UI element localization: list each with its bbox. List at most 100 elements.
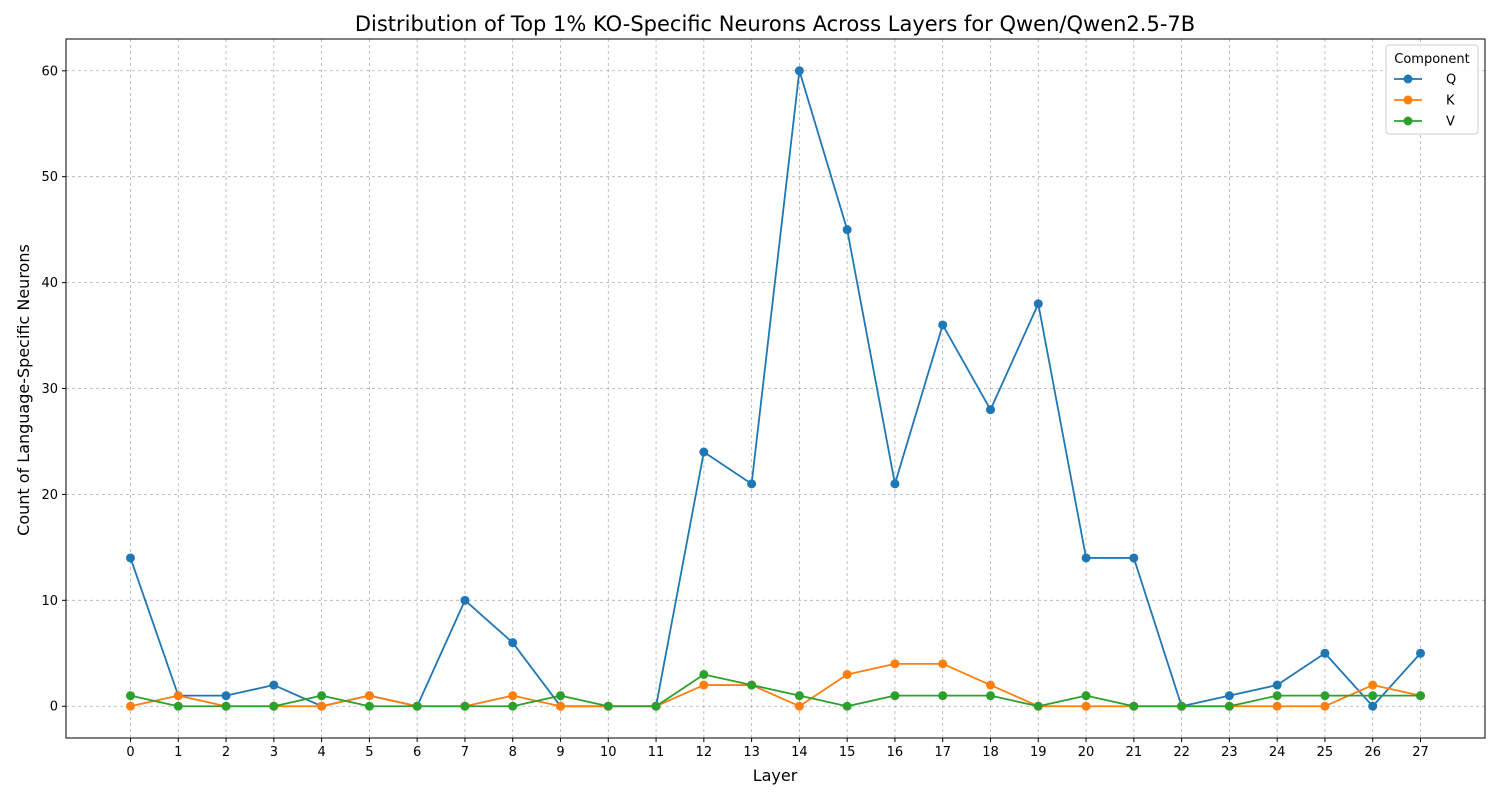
data-point-v	[651, 701, 661, 711]
data-point-k	[938, 659, 948, 669]
data-point-v	[1177, 701, 1187, 711]
data-point-k	[1272, 701, 1282, 711]
x-tick-label: 5	[365, 745, 373, 760]
x-tick-label: 24	[1269, 745, 1286, 760]
data-point-q	[269, 680, 279, 690]
series-line-v	[130, 673, 1421, 708]
legend-box	[1385, 44, 1479, 135]
series-v	[126, 669, 1425, 711]
chart-title: Distribution of Top 1% KO-Specific Neuro…	[355, 12, 1195, 36]
data-point-v	[1033, 701, 1043, 711]
data-point-v	[556, 691, 565, 701]
x-tick-label: 2	[222, 745, 230, 760]
data-point-k	[364, 691, 374, 701]
x-tick-label: 14	[791, 745, 808, 760]
y-tick-label: 20	[41, 488, 58, 503]
legend-label-q: Q	[1446, 73, 1456, 88]
data-point-q	[460, 595, 470, 605]
data-point-q	[1033, 299, 1043, 309]
data-point-q	[1416, 648, 1425, 658]
data-point-q	[508, 638, 518, 648]
data-point-q	[1224, 691, 1234, 701]
data-point-k	[794, 701, 804, 711]
data-point-q	[1320, 648, 1330, 658]
x-tick-label: 19	[1030, 745, 1047, 760]
x-tick-label: 6	[413, 745, 421, 760]
data-point-v	[603, 701, 613, 711]
legend-marker-k	[1403, 95, 1413, 105]
y-axis-label: Count of Language-Specific Neurons	[14, 244, 33, 536]
data-point-v	[269, 701, 279, 711]
data-point-q	[221, 691, 231, 701]
data-point-k	[699, 680, 709, 690]
data-point-k	[317, 701, 327, 711]
x-axis-label: Layer	[753, 766, 798, 785]
data-point-k	[556, 701, 565, 711]
grid	[66, 39, 1485, 738]
x-tick-label: 13	[743, 745, 760, 760]
data-point-k	[1320, 701, 1330, 711]
y-tick-label: 30	[41, 382, 58, 397]
data-point-v	[364, 701, 374, 711]
data-point-v	[1272, 691, 1282, 701]
x-tick-label: 0	[126, 745, 134, 760]
data-point-q	[938, 320, 948, 330]
x-tick-label: 21	[1126, 745, 1143, 760]
series-group	[126, 66, 1425, 711]
data-point-v	[173, 701, 183, 711]
x-tick-label: 17	[934, 745, 951, 760]
data-point-q	[1129, 553, 1139, 563]
x-tick-label: 9	[556, 745, 564, 760]
x-tick-label: 27	[1412, 745, 1429, 760]
y-axis: 0 10 20 30 40 50 60	[41, 64, 66, 715]
data-point-v	[1224, 701, 1234, 711]
legend-item-q: Q	[1394, 73, 1456, 88]
data-point-q	[747, 479, 757, 489]
data-point-q	[126, 553, 135, 563]
x-tick-label: 4	[317, 745, 325, 760]
data-point-v	[1081, 691, 1091, 701]
x-tick-label: 22	[1173, 745, 1190, 760]
legend-marker-q	[1403, 74, 1413, 84]
data-point-v	[317, 691, 327, 701]
data-point-q	[1272, 680, 1282, 690]
data-point-k	[126, 701, 135, 711]
data-point-v	[986, 691, 995, 701]
data-point-v	[1129, 701, 1139, 711]
data-point-k	[1368, 680, 1378, 690]
data-point-v	[794, 691, 804, 701]
x-tick-label: 26	[1364, 745, 1381, 760]
data-point-v	[1416, 691, 1425, 701]
legend-item-v: V	[1394, 115, 1455, 130]
data-point-q	[986, 405, 995, 415]
y-tick-label: 60	[41, 64, 58, 79]
data-point-v	[699, 669, 709, 679]
x-tick-label: 11	[648, 745, 665, 760]
data-point-v	[747, 680, 757, 690]
data-point-q	[794, 66, 804, 76]
data-point-k	[842, 669, 852, 679]
legend-label-k: K	[1446, 94, 1455, 109]
x-tick-label: 15	[839, 745, 856, 760]
data-point-v	[938, 691, 948, 701]
x-tick-label: 3	[270, 745, 278, 760]
y-tick-label: 10	[41, 594, 58, 609]
data-point-v	[842, 701, 852, 711]
data-point-q	[890, 479, 900, 489]
data-point-v	[460, 701, 470, 711]
data-point-k	[1081, 701, 1091, 711]
data-point-k	[986, 680, 995, 690]
y-tick-label: 0	[50, 700, 58, 715]
x-tick-label: 10	[600, 745, 617, 760]
data-point-v	[221, 701, 231, 711]
series-line-k	[130, 662, 1421, 708]
legend-item-k: K	[1394, 94, 1455, 109]
data-point-k	[508, 691, 518, 701]
data-point-v	[1320, 691, 1330, 701]
x-tick-label: 16	[887, 745, 904, 760]
data-point-q	[1368, 701, 1378, 711]
data-point-v	[508, 701, 518, 711]
data-point-q	[699, 447, 709, 457]
x-tick-label: 7	[461, 745, 469, 760]
